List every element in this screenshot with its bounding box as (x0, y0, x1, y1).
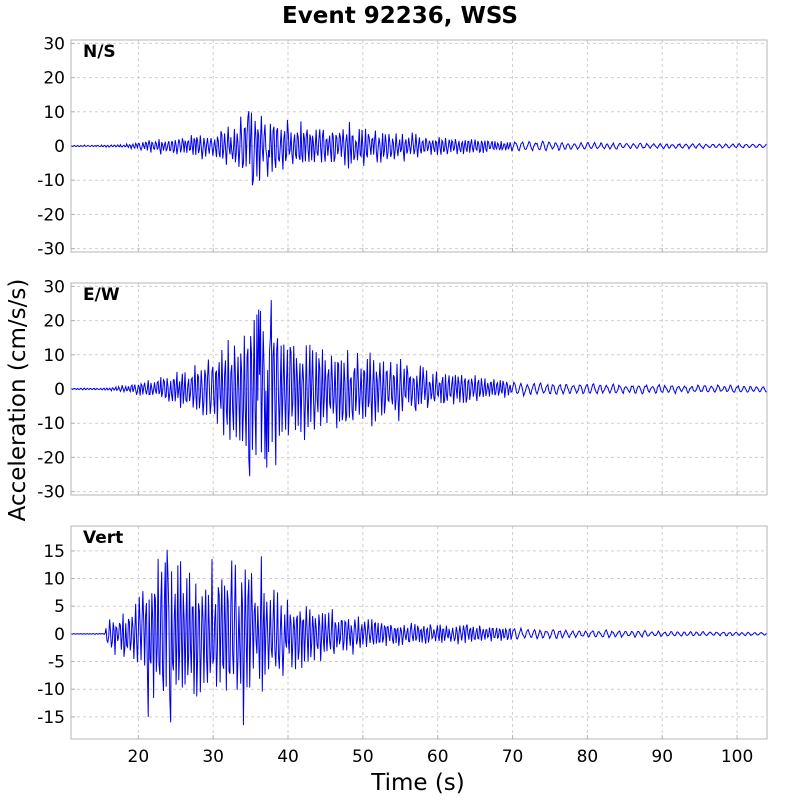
y-tick-label: -20 (37, 205, 65, 225)
panel-frame (70, 525, 768, 740)
y-tick-label: -10 (37, 414, 65, 434)
panel-label: N/S (83, 42, 116, 62)
y-tick-label: 15 (43, 542, 65, 562)
y-tick-label: 20 (43, 69, 65, 89)
y-tick-label: 30 (43, 277, 65, 297)
y-tick-label: -20 (37, 448, 65, 468)
x-tick-label: 80 (577, 747, 599, 767)
y-tick-label: 30 (43, 34, 65, 54)
y-tick-label: -15 (37, 708, 65, 728)
panel-frame (70, 39, 768, 253)
x-tick-label: 20 (128, 747, 150, 767)
trace-ns (70, 111, 768, 186)
y-axis-title: Acceleration (cm/s/s) (5, 279, 31, 522)
panel-2: 15 10 5 0 -5 -10 -15 Vert (37, 525, 768, 740)
y-tick-label: 10 (43, 570, 65, 590)
trace-ew (70, 300, 768, 477)
x-tick-label: 50 (352, 747, 374, 767)
y-tick-label: 5 (54, 597, 65, 617)
y-tick-label: -30 (37, 240, 65, 260)
x-tick-label: 60 (427, 747, 449, 767)
panels-layer: 3020100-10-20-30N/S3020100-10-20-30E/W15… (37, 34, 768, 767)
panel-frame (70, 282, 768, 496)
panel-0: 30 20 10 0 -10 -20 -30 N/S (37, 34, 768, 260)
panel-1: 30 20 10 0 -10 -20 -30 E/W (37, 277, 768, 503)
y-tick-label: -10 (37, 171, 65, 191)
y-tick-label: 10 (43, 346, 65, 366)
y-tick-label: -5 (48, 653, 65, 673)
y-tick-label: 20 (43, 312, 65, 332)
y-tick-label: 0 (54, 380, 65, 400)
x-tick-label: 70 (502, 747, 524, 767)
y-tick-label: 0 (54, 137, 65, 157)
panel-label: E/W (83, 285, 120, 305)
x-tick-label: 100 (721, 747, 753, 767)
panel-label: Vert (83, 528, 123, 548)
chart-title: Event 92236, WSS (282, 3, 518, 29)
y-tick-label: 0 (54, 625, 65, 645)
trace-vert (70, 549, 768, 726)
y-tick-label: -10 (37, 680, 65, 700)
x-tick-label: 90 (651, 747, 673, 767)
x-axis-title: Time (s) (370, 770, 465, 796)
x-tick-label: 40 (277, 747, 299, 767)
y-tick-label: -30 (37, 483, 65, 503)
y-tick-label: 10 (43, 103, 65, 123)
x-tick-label: 30 (202, 747, 224, 767)
